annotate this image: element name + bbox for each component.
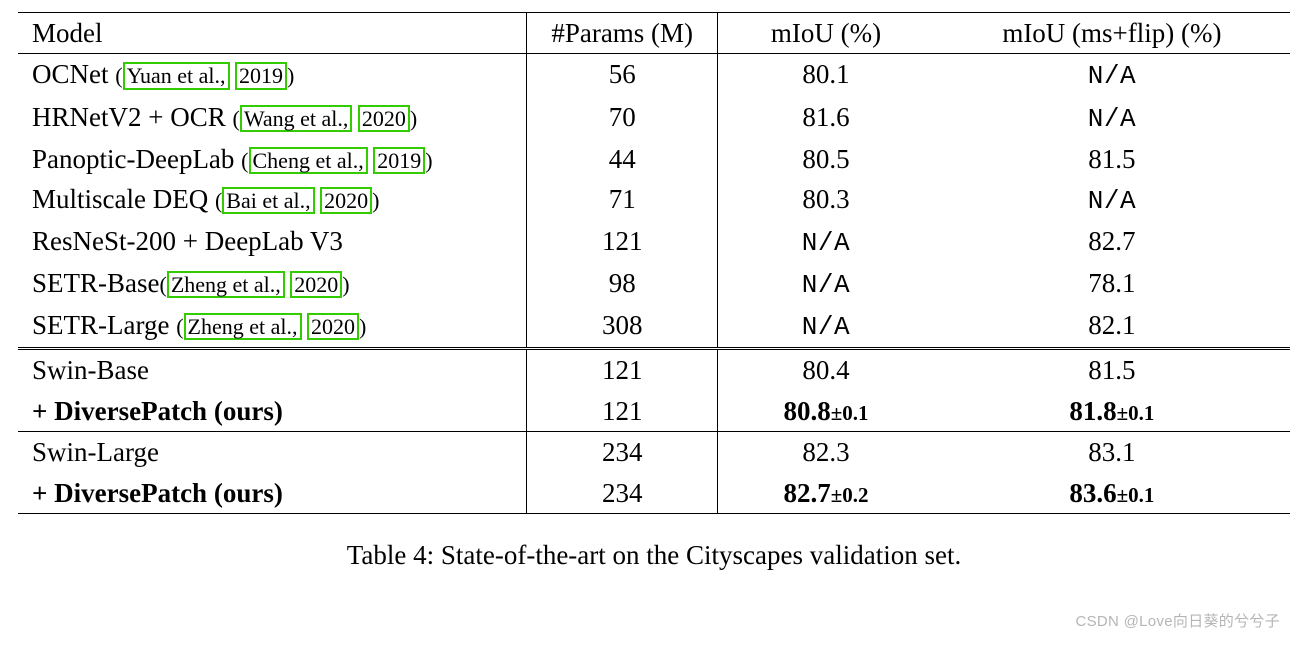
citation[interactable]: (Wang et al., 2020) <box>232 106 417 131</box>
miou-flip-cell: 82.1 <box>934 305 1290 349</box>
model-cell: ResNeSt-200 + DeepLab V3 <box>18 221 527 263</box>
params-cell: 44 <box>527 139 718 179</box>
citation[interactable]: (Zheng et al., 2020) <box>176 314 366 339</box>
miou-flip-cell: 83.6±0.1 <box>934 473 1290 514</box>
model-cell: + DiversePatch (ours) <box>18 391 527 432</box>
table-row: HRNetV2 + OCR (Wang et al., 2020)7081.6N… <box>18 97 1290 139</box>
citation-link[interactable]: Yuan et al., <box>123 62 230 89</box>
citation[interactable]: (Zheng et al., 2020) <box>160 272 350 297</box>
citation-link[interactable]: Zheng et al., <box>184 313 302 340</box>
model-cell: SETR-Base(Zheng et al., 2020) <box>18 263 527 305</box>
citation-link[interactable]: Bai et al., <box>222 187 314 214</box>
params-cell: 98 <box>527 263 718 305</box>
table-row: OCNet (Yuan et al., 2019)5680.1N/A <box>18 54 1290 97</box>
miou-cell: 82.3 <box>718 432 934 473</box>
citation[interactable]: (Yuan et al., 2019) <box>115 63 294 88</box>
citation-link[interactable]: Zheng et al., <box>167 271 285 298</box>
col-miouflip-header: mIoU (ms+flip) (%) <box>934 13 1290 54</box>
params-cell: 70 <box>527 97 718 139</box>
miou-flip-cell: N/A <box>934 54 1290 97</box>
table-row: ResNeSt-200 + DeepLab V3121N/A82.7 <box>18 221 1290 263</box>
table-row: + DiversePatch (ours)23482.7±0.283.6±0.1 <box>18 473 1290 514</box>
miou-cell: 80.8±0.1 <box>718 391 934 432</box>
model-cell: Swin-Base <box>18 349 527 391</box>
params-cell: 56 <box>527 54 718 97</box>
params-cell: 121 <box>527 349 718 391</box>
model-cell: Multiscale DEQ (Bai et al., 2020) <box>18 179 527 221</box>
citation[interactable]: (Bai et al., 2020) <box>215 188 379 213</box>
miou-flip-cell: 82.7 <box>934 221 1290 263</box>
citation-link[interactable]: Cheng et al., <box>249 147 368 174</box>
table-row: Swin-Large23482.383.1 <box>18 432 1290 473</box>
miou-cell: 80.4 <box>718 349 934 391</box>
miou-flip-cell: 81.8±0.1 <box>934 391 1290 432</box>
miou-cell: 80.3 <box>718 179 934 221</box>
params-cell: 234 <box>527 473 718 514</box>
citation-year-link[interactable]: 2020 <box>307 313 359 340</box>
miou-flip-cell: 83.1 <box>934 432 1290 473</box>
miou-flip-cell: 81.5 <box>934 139 1290 179</box>
col-model-header: Model <box>18 13 527 54</box>
col-miou-header: mIoU (%) <box>718 13 934 54</box>
miou-cell: N/A <box>718 305 934 349</box>
model-cell: + DiversePatch (ours) <box>18 473 527 514</box>
table-header-row: Model #Params (M) mIoU (%) mIoU (ms+flip… <box>18 13 1290 54</box>
table-row: Panoptic-DeepLab (Cheng et al., 2019)448… <box>18 139 1290 179</box>
params-cell: 121 <box>527 221 718 263</box>
miou-flip-cell: N/A <box>934 179 1290 221</box>
citation-year-link[interactable]: 2020 <box>358 105 410 132</box>
citation-link[interactable]: Wang et al., <box>240 105 353 132</box>
model-cell: OCNet (Yuan et al., 2019) <box>18 54 527 97</box>
model-cell: Panoptic-DeepLab (Cheng et al., 2019) <box>18 139 527 179</box>
table-row: Multiscale DEQ (Bai et al., 2020)7180.3N… <box>18 179 1290 221</box>
miou-cell: 80.1 <box>718 54 934 97</box>
params-cell: 71 <box>527 179 718 221</box>
model-cell: Swin-Large <box>18 432 527 473</box>
miou-cell: 82.7±0.2 <box>718 473 934 514</box>
table-row: SETR-Base(Zheng et al., 2020)98N/A78.1 <box>18 263 1290 305</box>
model-cell: SETR-Large (Zheng et al., 2020) <box>18 305 527 349</box>
citation-year-link[interactable]: 2020 <box>320 187 372 214</box>
col-params-header: #Params (M) <box>527 13 718 54</box>
miou-cell: N/A <box>718 221 934 263</box>
params-cell: 121 <box>527 391 718 432</box>
citation-year-link[interactable]: 2019 <box>373 147 425 174</box>
miou-flip-cell: 81.5 <box>934 349 1290 391</box>
table-row: Swin-Base12180.481.5 <box>18 349 1290 391</box>
results-table: Model #Params (M) mIoU (%) mIoU (ms+flip… <box>18 12 1290 514</box>
table-row: SETR-Large (Zheng et al., 2020)308N/A82.… <box>18 305 1290 349</box>
watermark-text: CSDN @Love向日葵的兮兮子 <box>1075 610 1280 631</box>
params-cell: 308 <box>527 305 718 349</box>
miou-flip-cell: 78.1 <box>934 263 1290 305</box>
model-cell: HRNetV2 + OCR (Wang et al., 2020) <box>18 97 527 139</box>
params-cell: 234 <box>527 432 718 473</box>
miou-cell: 80.5 <box>718 139 934 179</box>
table-caption: Table 4: State-of-the-art on the Citysca… <box>18 540 1290 571</box>
citation-year-link[interactable]: 2019 <box>235 62 287 89</box>
citation-year-link[interactable]: 2020 <box>290 271 342 298</box>
miou-flip-cell: N/A <box>934 97 1290 139</box>
citation[interactable]: (Cheng et al., 2019) <box>241 148 432 173</box>
table-row: + DiversePatch (ours)12180.8±0.181.8±0.1 <box>18 391 1290 432</box>
miou-cell: 81.6 <box>718 97 934 139</box>
miou-cell: N/A <box>718 263 934 305</box>
